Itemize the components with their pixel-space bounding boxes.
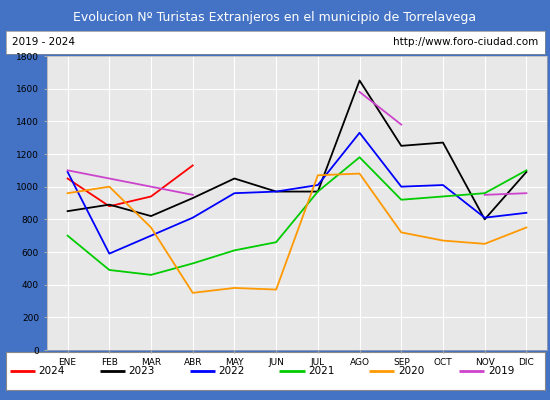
Text: 2024: 2024 [39,366,65,376]
Text: 2019: 2019 [488,366,514,376]
Text: 2019 - 2024: 2019 - 2024 [12,37,75,47]
Text: http://www.foro-ciudad.com: http://www.foro-ciudad.com [393,37,538,47]
Text: 2020: 2020 [398,366,424,376]
Text: 2023: 2023 [129,366,155,376]
Text: 2021: 2021 [308,366,334,376]
Text: 2022: 2022 [218,366,245,376]
Text: Evolucion Nº Turistas Extranjeros en el municipio de Torrelavega: Evolucion Nº Turistas Extranjeros en el … [74,10,476,24]
